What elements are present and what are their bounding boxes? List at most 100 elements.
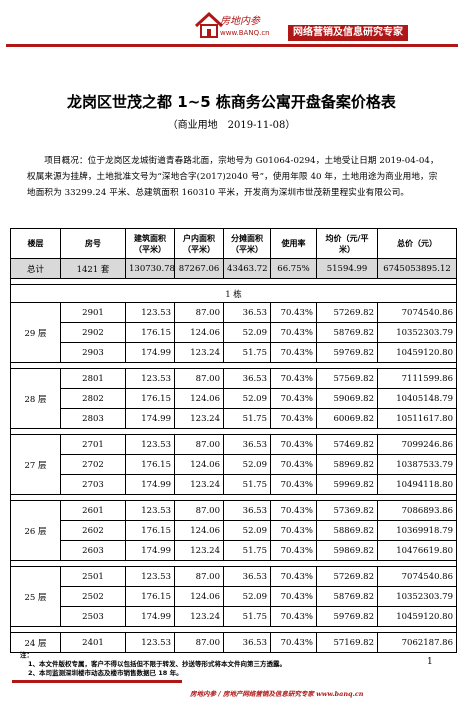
total-price-cell: 10387533.79 bbox=[377, 454, 457, 475]
inner-area-cell: 123.24 bbox=[174, 606, 224, 627]
note-item-2: 2、本司监测深圳楼市动态及楼市销售数据已 18 年。 bbox=[28, 669, 183, 677]
notes-label: 注： bbox=[20, 651, 33, 659]
usage-rate-cell: 70.43% bbox=[270, 566, 317, 587]
usage-rate-cell: 70.43% bbox=[270, 474, 317, 495]
shared-area-cell: 51.75 bbox=[223, 540, 271, 561]
total-price-cell: 7074540.86 bbox=[377, 302, 457, 323]
usage-rate-cell: 70.43% bbox=[270, 322, 317, 343]
col-header-room: 房号 bbox=[60, 228, 126, 259]
total-price-cell: 7062187.86 bbox=[377, 632, 457, 653]
table-row: 2603 174.99 123.24 51.75 70.43% 59869.82 10476… bbox=[11, 540, 457, 561]
brand-url: www.BANQ.cn bbox=[220, 29, 270, 37]
inner-area-cell: 123.24 bbox=[174, 342, 224, 363]
unit-price-cell: 57369.82 bbox=[316, 500, 378, 521]
total-shared-area: 43463.72 bbox=[223, 258, 271, 279]
total-price-cell: 10352303.79 bbox=[377, 586, 457, 607]
usage-rate-cell: 70.43% bbox=[270, 500, 317, 521]
unit-price-cell: 59869.82 bbox=[316, 540, 378, 561]
room-cell: 2903 bbox=[60, 342, 126, 363]
table-row: 2502 176.15 124.06 52.09 70.43% 58769.82 10352… bbox=[11, 586, 457, 607]
total-price-cell: 10476619.80 bbox=[377, 540, 457, 561]
gross-area-cell: 123.53 bbox=[125, 434, 175, 455]
footer-divider-left bbox=[12, 680, 182, 683]
gross-area-cell: 176.15 bbox=[125, 322, 175, 343]
unit-price-cell: 59769.82 bbox=[316, 606, 378, 627]
usage-rate-cell: 70.43% bbox=[270, 632, 317, 653]
table-row: 24 层 2401 123.53 87.00 36.53 70.43% 57169.82 70… bbox=[10, 632, 457, 653]
usage-rate-cell: 70.43% bbox=[270, 408, 317, 429]
room-cell: 2703 bbox=[60, 474, 126, 495]
total-total-price: 6745053895.12 bbox=[377, 258, 457, 279]
room-cell: 2502 bbox=[60, 586, 126, 607]
shared-area-cell: 36.53 bbox=[223, 566, 271, 587]
shared-area-cell: 36.53 bbox=[223, 368, 271, 389]
unit-price-cell: 57269.82 bbox=[316, 302, 378, 323]
table-row: 2503 174.99 123.24 51.75 70.43% 59769.82 10459… bbox=[11, 606, 457, 627]
unit-price-cell: 57269.82 bbox=[316, 566, 378, 587]
total-price-cell: 10369918.79 bbox=[377, 520, 457, 541]
brand-name: 房地内参 bbox=[220, 16, 260, 27]
banner-divider bbox=[6, 44, 458, 47]
gross-area-cell: 123.53 bbox=[125, 566, 175, 587]
gross-area-cell: 176.15 bbox=[125, 454, 175, 475]
table-row: 2802 176.15 124.06 52.09 70.43% 59069.82 10405… bbox=[11, 388, 457, 409]
inner-area-cell: 87.00 bbox=[174, 632, 224, 653]
banner-tagline: 网络营销及信息研究专家 bbox=[288, 25, 408, 41]
table-row: 27 层 2701 123.53 87.00 36.53 70.43% 57469.82 70… bbox=[10, 434, 457, 495]
shared-area-cell: 36.53 bbox=[223, 302, 271, 323]
unit-price-cell: 58769.82 bbox=[316, 322, 378, 343]
usage-rate-cell: 70.43% bbox=[270, 520, 317, 541]
gross-area-cell: 174.99 bbox=[125, 540, 175, 561]
room-cell: 2602 bbox=[60, 520, 126, 541]
shared-area-cell: 51.75 bbox=[223, 474, 271, 495]
inner-area-cell: 123.24 bbox=[174, 408, 224, 429]
shared-area-cell: 51.75 bbox=[223, 408, 271, 429]
unit-price-cell: 59969.82 bbox=[316, 474, 378, 495]
total-usage-rate: 66.75% bbox=[270, 258, 317, 279]
room-cell: 2503 bbox=[60, 606, 126, 627]
shared-area-cell: 52.09 bbox=[223, 388, 271, 409]
col-header-gross-area: 建筑面积（平米） bbox=[125, 228, 175, 259]
page-number: 1 bbox=[427, 657, 433, 667]
inner-area-cell: 124.06 bbox=[174, 322, 224, 343]
table-row: 25 层 2501 123.53 87.00 36.53 70.43% 57269.82 70… bbox=[10, 566, 457, 627]
total-price-cell: 7099246.86 bbox=[377, 434, 457, 455]
document-subtitle: （商业用地 2019-11-08） bbox=[167, 120, 296, 131]
room-cell: 2401 bbox=[60, 632, 126, 653]
table-row: 2902 176.15 124.06 52.09 70.43% 58769.82 10352… bbox=[11, 322, 457, 343]
price-table: 楼层 房号 建筑面积（平米） 户内面积（平米） 分摊面积（平米） 使用率 均价（… bbox=[10, 228, 457, 653]
col-header-usage-rate: 使用率 bbox=[270, 228, 317, 259]
shared-area-cell: 52.09 bbox=[223, 322, 271, 343]
gross-area-cell: 176.15 bbox=[125, 520, 175, 541]
room-cell: 2801 bbox=[60, 368, 126, 389]
usage-rate-cell: 70.43% bbox=[270, 606, 317, 627]
total-gross-area: 130730.78 bbox=[125, 258, 175, 279]
room-cell: 2702 bbox=[60, 454, 126, 475]
inner-area-cell: 87.00 bbox=[174, 302, 224, 323]
inner-area-cell: 123.24 bbox=[174, 474, 224, 495]
gross-area-cell: 174.99 bbox=[125, 342, 175, 363]
usage-rate-cell: 70.43% bbox=[270, 586, 317, 607]
building-row: 1 栋 bbox=[10, 284, 457, 303]
floor-cell: 27 层 bbox=[10, 434, 61, 495]
gross-area-cell: 174.99 bbox=[125, 606, 175, 627]
total-price-cell: 7086893.86 bbox=[377, 500, 457, 521]
shared-area-cell: 36.53 bbox=[223, 632, 271, 653]
house-logo-icon bbox=[194, 11, 224, 38]
shared-area-cell: 52.09 bbox=[223, 586, 271, 607]
gross-area-cell: 174.99 bbox=[125, 474, 175, 495]
room-cell: 2601 bbox=[60, 500, 126, 521]
total-price-cell: 10459120.80 bbox=[377, 342, 457, 363]
floor-cell: 26 层 bbox=[10, 500, 61, 561]
inner-area-cell: 87.00 bbox=[174, 368, 224, 389]
total-price-cell: 10494118.80 bbox=[377, 474, 457, 495]
total-price-cell: 7074540.86 bbox=[377, 566, 457, 587]
table-row: 2602 176.15 124.06 52.09 70.43% 58869.82 10369… bbox=[11, 520, 457, 541]
floor-cell: 29 层 bbox=[10, 302, 61, 363]
total-price-cell: 10405148.79 bbox=[377, 388, 457, 409]
usage-rate-cell: 70.43% bbox=[270, 368, 317, 389]
total-unit-price: 51594.99 bbox=[316, 258, 378, 279]
header-banner: 房地内参 www.BANQ.cn 网络营销及信息研究专家 bbox=[6, 4, 458, 50]
floor-cell: 28 层 bbox=[10, 368, 61, 429]
table-row: 2803 174.99 123.24 51.75 70.43% 60069.82 10511… bbox=[11, 408, 457, 429]
